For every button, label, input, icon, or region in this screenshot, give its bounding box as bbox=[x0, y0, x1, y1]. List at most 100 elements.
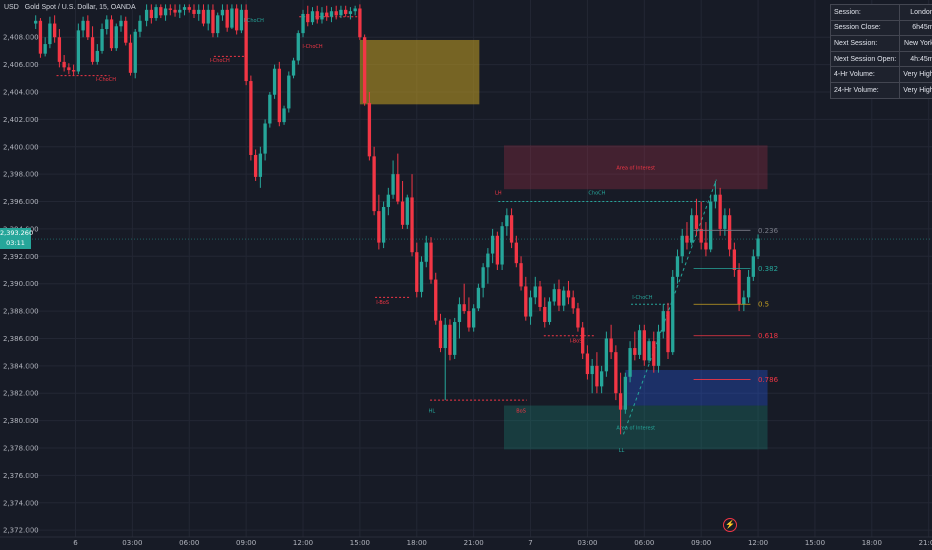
candle-body bbox=[495, 235, 500, 265]
price-tick-marker bbox=[28, 363, 31, 368]
candle-body bbox=[419, 261, 424, 292]
candle-body bbox=[67, 67, 71, 71]
session-row-label: Next Session Open: bbox=[829, 50, 901, 68]
candle-body bbox=[415, 252, 419, 292]
price-tick-marker bbox=[28, 144, 31, 149]
candle-body bbox=[604, 338, 609, 372]
labels-layer: I-ChoCH I-ChoCH I-ChoCH I-ChoCH LH ChoCH I-BoS… bbox=[96, 18, 653, 454]
candle-body bbox=[519, 263, 523, 287]
candle-body bbox=[628, 348, 632, 377]
price-tick-label: 2,372.000 bbox=[3, 527, 39, 535]
session-row: Session Close: 6h45m bbox=[829, 19, 932, 37]
candle-body bbox=[505, 215, 509, 227]
time-tick-label: 06:00 bbox=[179, 539, 199, 547]
price-tick-marker bbox=[28, 528, 31, 533]
candle-body bbox=[114, 26, 118, 49]
structure-label: LH bbox=[495, 191, 502, 197]
candle-body bbox=[528, 297, 533, 317]
candle-body bbox=[490, 235, 495, 254]
candle-body bbox=[500, 226, 504, 265]
candle-body bbox=[623, 376, 627, 410]
candle-body bbox=[105, 19, 109, 30]
time-tick-label: 09:00 bbox=[236, 539, 256, 547]
session-row-value: New York bbox=[899, 35, 932, 52]
session-row-label: 24-Hr Volume: bbox=[829, 81, 901, 99]
symbol-title[interactable]: Gold Spot / U.S. Dollar, 15, OANDA bbox=[24, 4, 136, 11]
candle-body bbox=[699, 228, 703, 243]
candle-body bbox=[391, 174, 395, 195]
session-row: Next Session Open: 4h:45m bbox=[829, 50, 932, 68]
candle-body bbox=[377, 211, 381, 243]
structure-label: HL bbox=[429, 408, 436, 414]
lightning-icon[interactable]: ⚡ bbox=[723, 518, 737, 532]
time-axis[interactable]: 6 03:00 06:00 09:00 12:00 15:00 18:00 21:00 7 03:… bbox=[0, 536, 932, 547]
candle-body bbox=[746, 276, 751, 298]
candle-body bbox=[618, 393, 623, 410]
candle-body bbox=[52, 23, 57, 38]
candle-body bbox=[168, 8, 172, 10]
candle-body bbox=[538, 286, 542, 307]
candle-body bbox=[581, 327, 585, 354]
fibonacci-layer: 0.236 0.382 0.5 0.618 0.786 bbox=[693, 227, 779, 384]
price-tick-marker bbox=[28, 309, 31, 314]
candle-body bbox=[718, 194, 722, 229]
time-tick-label: 12:00 bbox=[748, 539, 768, 547]
time-tick-label: 15:00 bbox=[805, 539, 825, 547]
price-tick-marker bbox=[28, 446, 31, 450]
candle-body bbox=[62, 61, 66, 68]
candle-body bbox=[709, 201, 713, 250]
candle-body bbox=[163, 8, 168, 16]
candle-body bbox=[557, 289, 561, 306]
currency-label[interactable]: USD bbox=[4, 4, 19, 11]
price-tick-marker bbox=[28, 418, 31, 423]
candle-body bbox=[453, 322, 457, 355]
candle-body bbox=[263, 123, 267, 154]
candle-body bbox=[633, 348, 637, 355]
candle-body bbox=[524, 286, 528, 317]
candle-body bbox=[448, 324, 452, 355]
time-tick-label: 18:00 bbox=[862, 539, 882, 547]
candle-body bbox=[325, 12, 329, 17]
candle-body bbox=[362, 37, 367, 103]
candle-body bbox=[424, 242, 428, 262]
zone-label: Area of Interest bbox=[616, 165, 655, 171]
candle-body bbox=[457, 304, 462, 323]
candle-body bbox=[609, 338, 613, 353]
candle-body bbox=[173, 9, 177, 13]
candle-body bbox=[642, 330, 646, 361]
session-row-value: 6h45m bbox=[899, 19, 932, 37]
price-tick-label: 2,378.000 bbox=[3, 445, 39, 453]
candles-layer bbox=[34, 4, 760, 435]
price-tick-marker bbox=[28, 117, 31, 122]
candle-body bbox=[287, 75, 291, 109]
price-tick-label: 2,408.000 bbox=[3, 34, 39, 42]
candle-body bbox=[443, 324, 447, 349]
price-tick-label: 2,406.000 bbox=[3, 61, 39, 69]
candle-body bbox=[509, 215, 514, 243]
time-tick-label: 21:00 bbox=[464, 539, 484, 547]
candle-body bbox=[438, 320, 443, 349]
candle-body bbox=[225, 9, 229, 28]
candle-body bbox=[216, 15, 220, 34]
price-axis[interactable]: 2,408.000 2,406.000 2,404.000 2,402.000 2,40… bbox=[3, 34, 39, 535]
time-tick-label: 7 bbox=[528, 539, 532, 547]
candle-body bbox=[310, 11, 315, 23]
price-tick-label: 2,392.000 bbox=[3, 253, 39, 261]
candle-body bbox=[230, 8, 234, 28]
candle-body bbox=[119, 20, 123, 27]
session-row-label: Session Close: bbox=[829, 19, 901, 37]
price-tick-label: 2,400.000 bbox=[3, 143, 39, 151]
zone-box bbox=[503, 145, 768, 190]
time-tick-label: 09:00 bbox=[691, 539, 711, 547]
candle-body bbox=[704, 242, 708, 250]
zone-label: Area of Interest bbox=[616, 425, 655, 431]
candle-body bbox=[647, 341, 651, 361]
candle-body bbox=[732, 249, 737, 270]
zone-box bbox=[359, 39, 480, 105]
candle-body bbox=[71, 70, 76, 72]
session-row: 24-Hr Volume: Very High bbox=[829, 81, 932, 99]
candle-body bbox=[590, 365, 594, 375]
candle-body bbox=[149, 9, 153, 19]
candle-body bbox=[272, 68, 277, 95]
